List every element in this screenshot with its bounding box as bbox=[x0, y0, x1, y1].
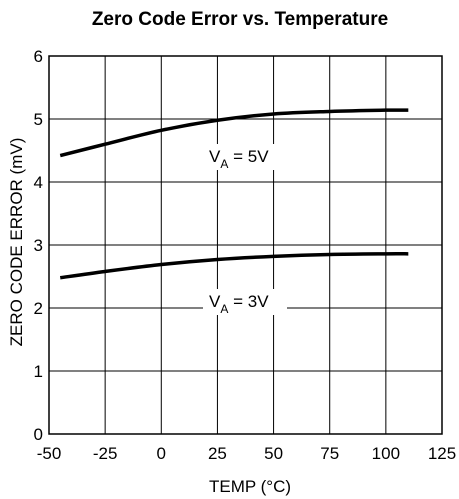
x-tick-label: -25 bbox=[93, 444, 118, 463]
series-annotations: VA = 5V VA = 3V bbox=[203, 144, 287, 316]
x-tick-label: 125 bbox=[428, 444, 456, 463]
x-axis-label: TEMP (°C) bbox=[209, 477, 291, 496]
y-tick-labels: 0 1 2 3 4 5 6 bbox=[34, 47, 43, 444]
x-tick-labels: -50 -25 0 25 50 75 100 125 bbox=[37, 444, 456, 463]
y-tick-label: 0 bbox=[34, 425, 43, 444]
x-tick-label: 0 bbox=[157, 444, 166, 463]
x-tick-label: 25 bbox=[208, 444, 227, 463]
x-tick-label: 75 bbox=[320, 444, 339, 463]
y-tick-label: 5 bbox=[34, 110, 43, 129]
y-tick-label: 1 bbox=[34, 362, 43, 381]
y-tick-label: 3 bbox=[34, 236, 43, 255]
y-tick-label: 6 bbox=[34, 47, 43, 66]
x-tick-label: 50 bbox=[264, 444, 283, 463]
x-tick-label: -50 bbox=[37, 444, 62, 463]
y-tick-label: 4 bbox=[34, 173, 43, 192]
series-label-va-3v: VA = 3V bbox=[203, 289, 287, 316]
y-tick-label: 2 bbox=[34, 299, 43, 318]
grid bbox=[49, 56, 442, 434]
series-line-va-3v bbox=[60, 254, 408, 278]
y-axis-label: ZERO CODE ERROR (mV) bbox=[7, 138, 26, 347]
series-label-va-5v: VA = 5V bbox=[203, 144, 287, 171]
chart-title: Zero Code Error vs. Temperature bbox=[92, 9, 388, 30]
series-lines bbox=[60, 110, 408, 278]
x-tick-label: 100 bbox=[372, 444, 400, 463]
